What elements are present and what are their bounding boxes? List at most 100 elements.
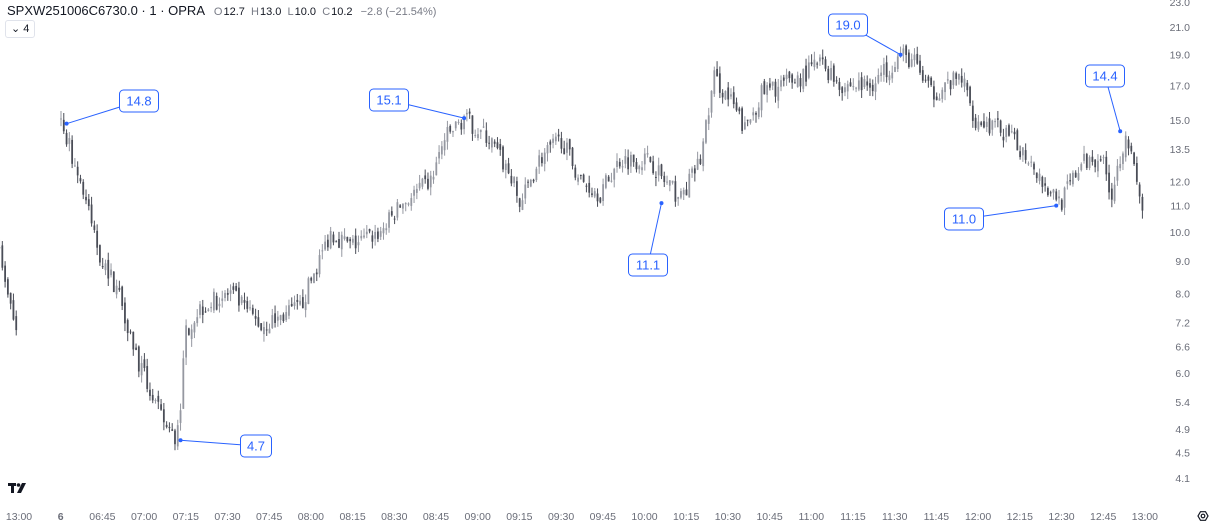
candle-body [124, 302, 126, 324]
candle-body [838, 81, 841, 90]
annotation-label: 14.8 [126, 94, 151, 109]
annotation-label: 4.7 [247, 439, 265, 454]
annotation-box [1085, 64, 1125, 88]
candle-body [235, 285, 238, 291]
candle-body [638, 166, 641, 170]
candle-body [229, 290, 232, 294]
candle-body [326, 239, 329, 248]
candle-body [655, 176, 657, 179]
candle-body [126, 320, 129, 334]
candle-body [260, 323, 263, 331]
candle-body [983, 121, 985, 128]
candle-body [1127, 139, 1130, 149]
candle-body [390, 211, 393, 216]
candle-body [357, 242, 360, 246]
y-tick-label: 4.9 [1175, 424, 1190, 436]
candle-body [363, 235, 365, 238]
candle-body [743, 122, 746, 130]
candle-body [452, 131, 454, 133]
candle-body [304, 302, 307, 311]
candle-body [265, 329, 268, 331]
candle-body [852, 86, 855, 88]
candle-body [785, 74, 788, 80]
y-tick-label: 8.0 [1175, 288, 1190, 300]
candle-body [1038, 173, 1041, 181]
x-tick-label: 09:30 [548, 511, 574, 523]
candle-body [313, 273, 315, 283]
candle-body [568, 139, 571, 150]
candle-body [354, 235, 357, 249]
candle-body [624, 156, 627, 164]
candle-body [674, 181, 677, 202]
candle-body [474, 135, 477, 137]
candle-body [1088, 157, 1091, 168]
candle-body [846, 84, 849, 92]
candle-body [215, 295, 218, 310]
y-tick-label: 9.0 [1175, 256, 1190, 268]
candle-body [844, 87, 846, 93]
candle-body [910, 59, 913, 67]
candle-body [335, 241, 338, 243]
x-tick-label: 10:15 [673, 511, 699, 523]
candle-body [1085, 154, 1088, 168]
candle-body [735, 102, 738, 111]
candle-body [660, 164, 663, 177]
candle-body [85, 196, 87, 201]
price-axis[interactable]: 23.0 21.0 19.0 17.0 15.0 13.5 12.0 11.0 10.0 9.0 8… [1170, 0, 1191, 485]
candle-body [1141, 196, 1144, 211]
candle-body [418, 182, 421, 189]
candle-body [777, 86, 780, 101]
candle-body [221, 298, 224, 301]
candle-body [774, 81, 777, 97]
candle-body [162, 409, 165, 423]
y-tick-label: 4.1 [1175, 473, 1190, 485]
x-tick-label: 11:30 [882, 511, 908, 523]
candle-body [874, 83, 877, 92]
candle-body [149, 389, 151, 396]
candle-body [454, 121, 457, 129]
candle-body [146, 366, 149, 389]
candle-body [290, 303, 293, 307]
y-tick-label: 7.2 [1175, 318, 1190, 330]
annotations: 14.8 15.1 19.0 14.4 11.0 11.1 4.7 [64, 13, 1125, 458]
candle-body [1102, 157, 1105, 159]
candle-body [757, 107, 760, 117]
candle-body [791, 74, 794, 83]
tradingview-logo[interactable] [8, 483, 26, 493]
candle-body [118, 287, 121, 290]
price-annotation: 4.7 [178, 434, 272, 458]
candle-body [952, 72, 955, 86]
candle-body [985, 121, 988, 127]
candle-body [543, 152, 546, 164]
candle-body [988, 118, 991, 134]
candle-body [1072, 172, 1074, 185]
candle-body [485, 130, 488, 143]
candle-body [524, 184, 527, 199]
candle-body [213, 291, 215, 311]
candle-body [132, 331, 135, 350]
time-axis[interactable]: 13:00 6 06:45 07:00 07:15 07:30 07:45 08:00 08:1… [6, 511, 1158, 523]
candle-body [877, 74, 880, 83]
candle-body [332, 234, 335, 243]
candle-body [240, 296, 243, 304]
candle-body [819, 57, 821, 62]
candle-body [185, 325, 187, 358]
candle-body [377, 231, 379, 239]
candle-body [535, 168, 538, 181]
candle-body [463, 118, 465, 130]
symbol-legend[interactable]: SPXW251006C6730.0 · 1 · OPRA O12.7 H13.0… [7, 3, 436, 18]
candle-body [1058, 196, 1060, 199]
indicators-toggle-button[interactable]: ⌄ 4 [5, 20, 36, 38]
y-tick-label: 12.0 [1170, 177, 1191, 189]
settings-gear-icon[interactable] [1197, 511, 1209, 521]
candle-body [941, 89, 944, 99]
candle-body [324, 241, 326, 250]
candle-body [340, 234, 343, 250]
candle-body [824, 59, 827, 69]
y-tick-label: 21.0 [1170, 22, 1191, 34]
candle-body [663, 175, 666, 183]
candle-body [243, 300, 246, 303]
candle-body [769, 83, 771, 88]
annotation-box [944, 207, 984, 231]
